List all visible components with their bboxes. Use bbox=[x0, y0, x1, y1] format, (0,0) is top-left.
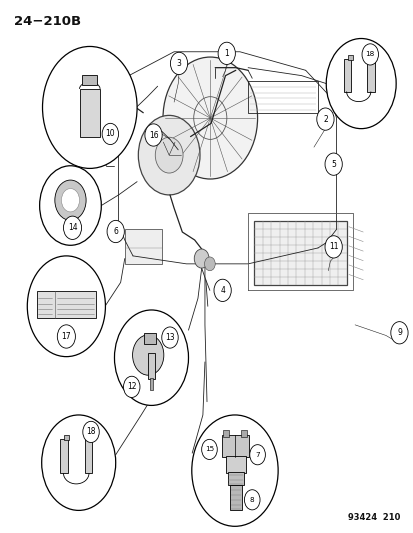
Circle shape bbox=[155, 138, 183, 173]
Text: 12: 12 bbox=[127, 382, 136, 391]
Circle shape bbox=[123, 376, 140, 398]
Bar bbox=[148, 353, 154, 379]
Circle shape bbox=[194, 249, 209, 268]
Text: 18: 18 bbox=[86, 427, 95, 437]
Text: 9: 9 bbox=[396, 328, 401, 337]
Text: 93424  210: 93424 210 bbox=[347, 513, 399, 522]
Bar bbox=[37, 292, 96, 318]
Circle shape bbox=[201, 439, 217, 459]
Bar bbox=[82, 75, 97, 85]
Text: 17: 17 bbox=[62, 332, 71, 341]
Circle shape bbox=[218, 42, 235, 64]
Text: 1: 1 bbox=[224, 49, 228, 58]
Text: 15: 15 bbox=[204, 447, 214, 453]
Circle shape bbox=[61, 189, 79, 212]
Circle shape bbox=[55, 180, 86, 220]
Text: 6: 6 bbox=[113, 227, 118, 236]
Circle shape bbox=[132, 335, 164, 375]
Text: 10: 10 bbox=[105, 130, 115, 139]
Circle shape bbox=[42, 415, 115, 511]
Bar bbox=[88, 435, 93, 440]
Text: 4: 4 bbox=[220, 286, 225, 295]
Circle shape bbox=[244, 490, 259, 510]
Text: 8: 8 bbox=[249, 497, 254, 503]
Circle shape bbox=[138, 115, 199, 195]
Circle shape bbox=[191, 415, 278, 526]
Circle shape bbox=[163, 57, 257, 179]
Circle shape bbox=[390, 321, 407, 344]
Bar bbox=[222, 430, 229, 437]
Circle shape bbox=[145, 124, 162, 146]
Bar bbox=[366, 59, 374, 92]
Bar bbox=[150, 378, 153, 390]
Text: 11: 11 bbox=[328, 243, 337, 252]
Circle shape bbox=[316, 108, 333, 130]
Bar bbox=[85, 439, 92, 473]
Circle shape bbox=[324, 236, 342, 258]
Bar bbox=[227, 472, 243, 486]
Bar bbox=[60, 439, 67, 473]
Text: 5: 5 bbox=[330, 160, 335, 168]
Circle shape bbox=[324, 153, 342, 175]
Text: 13: 13 bbox=[165, 333, 174, 342]
Text: 18: 18 bbox=[365, 51, 374, 58]
Bar bbox=[64, 435, 69, 440]
Bar bbox=[144, 333, 155, 344]
Bar bbox=[230, 485, 241, 511]
Circle shape bbox=[43, 46, 137, 168]
Circle shape bbox=[204, 257, 215, 271]
Circle shape bbox=[40, 166, 101, 245]
Bar bbox=[124, 229, 161, 264]
Circle shape bbox=[249, 445, 265, 465]
Text: 14: 14 bbox=[68, 223, 77, 232]
Bar bbox=[347, 55, 352, 60]
Text: 7: 7 bbox=[255, 452, 259, 458]
Bar bbox=[221, 435, 248, 457]
Polygon shape bbox=[254, 221, 346, 285]
Bar bbox=[79, 89, 100, 136]
Text: 2: 2 bbox=[322, 115, 327, 124]
Bar bbox=[225, 456, 245, 473]
Bar bbox=[343, 59, 351, 92]
Circle shape bbox=[170, 52, 187, 75]
Circle shape bbox=[57, 325, 75, 348]
Circle shape bbox=[63, 216, 81, 239]
Text: 3: 3 bbox=[176, 59, 181, 68]
Bar bbox=[370, 55, 375, 60]
Circle shape bbox=[114, 310, 188, 406]
Circle shape bbox=[161, 327, 178, 348]
Circle shape bbox=[83, 421, 99, 442]
Circle shape bbox=[361, 44, 377, 65]
Bar bbox=[240, 430, 247, 437]
Circle shape bbox=[325, 38, 395, 128]
Circle shape bbox=[107, 220, 124, 243]
Circle shape bbox=[27, 256, 105, 357]
Text: 24−210B: 24−210B bbox=[14, 14, 81, 28]
Circle shape bbox=[214, 279, 231, 302]
Circle shape bbox=[102, 123, 118, 144]
Text: 16: 16 bbox=[148, 131, 158, 140]
